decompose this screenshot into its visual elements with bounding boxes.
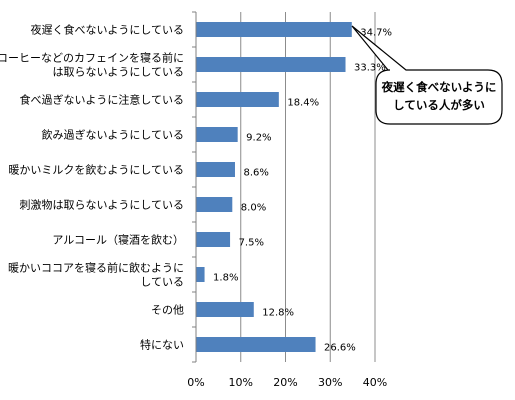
bar [196,267,205,282]
y-axis [192,11,197,363]
bar [196,197,233,212]
category-label: その他 [151,304,184,317]
bar [196,337,316,352]
category-label-line: 特にない [140,338,184,352]
category-labels: 夜遅く食べないようにしているコーヒーなどのカフェインを寝る前には取らないようにし… [0,23,184,352]
category-label: 夜遅く食べないようにしている [31,23,184,37]
x-tick-label: 30% [318,376,342,389]
value-label: 1.8% [213,273,238,284]
bar [196,232,231,247]
annotation-text: 夜遅く食べないように [381,80,497,94]
category-label-line: 刺激物は取らないようにしている [20,198,184,212]
x-tick-label: 20% [273,376,297,389]
bars [196,22,352,352]
category-label-line: 暖かいミルクを飲むようにしている [8,163,184,177]
category-label: 刺激物は取らないようにしている [20,198,184,212]
annotation-text: している人が多い [393,98,485,112]
x-tick-label: 10% [229,376,253,389]
annotation-bubble-shape [351,25,503,125]
x-axis-tick-labels: 0% 10% 20% 30% 40% [187,376,387,389]
bar [196,162,235,177]
value-label: 8.6% [243,168,268,179]
x-tick-label: 40% [363,376,387,389]
category-label-line: アルコール（寝酒を飲む） [52,233,184,247]
bar [196,22,352,37]
bar [196,92,279,107]
bar [196,302,254,317]
bar [196,127,238,142]
value-label: 33.3% [354,63,386,74]
x-tick-label: 0% [187,376,204,389]
value-labels: 34.7% 33.3% 18.4% 9.2% 8.6% 8.0% 7.5% 1.8% 12.8%… [213,28,392,354]
category-label-line: している [140,276,184,289]
category-label: 飲み過ぎないようにしている [42,128,184,142]
category-label-line: 夜遅く食べないようにしている [31,23,184,37]
category-label: 特にない [140,338,184,352]
category-label-line: その他 [151,304,184,317]
value-label: 9.2% [246,133,271,144]
bar [196,57,346,72]
category-label-line: コーヒーなどのカフェインを寝る前に [0,51,184,65]
value-label: 12.8% [262,308,294,319]
category-label-line: は取らないようにしている [53,66,184,79]
category-label-line: 暖かいココアを寝る前に飲むように [8,261,184,275]
category-label: コーヒーなどのカフェインを寝る前には取らないようにしている [0,51,184,79]
value-label: 18.4% [287,98,319,109]
category-label: 暖かいミルクを飲むようにしている [8,163,184,177]
value-label: 7.5% [239,238,264,249]
category-label: アルコール（寝酒を飲む） [52,233,184,247]
value-label: 26.6% [324,343,356,354]
value-label: 34.7% [360,28,392,39]
category-label: 食べ過ぎないように注意している [20,93,184,107]
category-label-line: 飲み過ぎないようにしている [42,128,184,142]
category-label: 暖かいココアを寝る前に飲むようにしている [8,261,184,289]
category-label-line: 食べ過ぎないように注意している [20,93,184,107]
value-label: 8.0% [241,203,266,214]
